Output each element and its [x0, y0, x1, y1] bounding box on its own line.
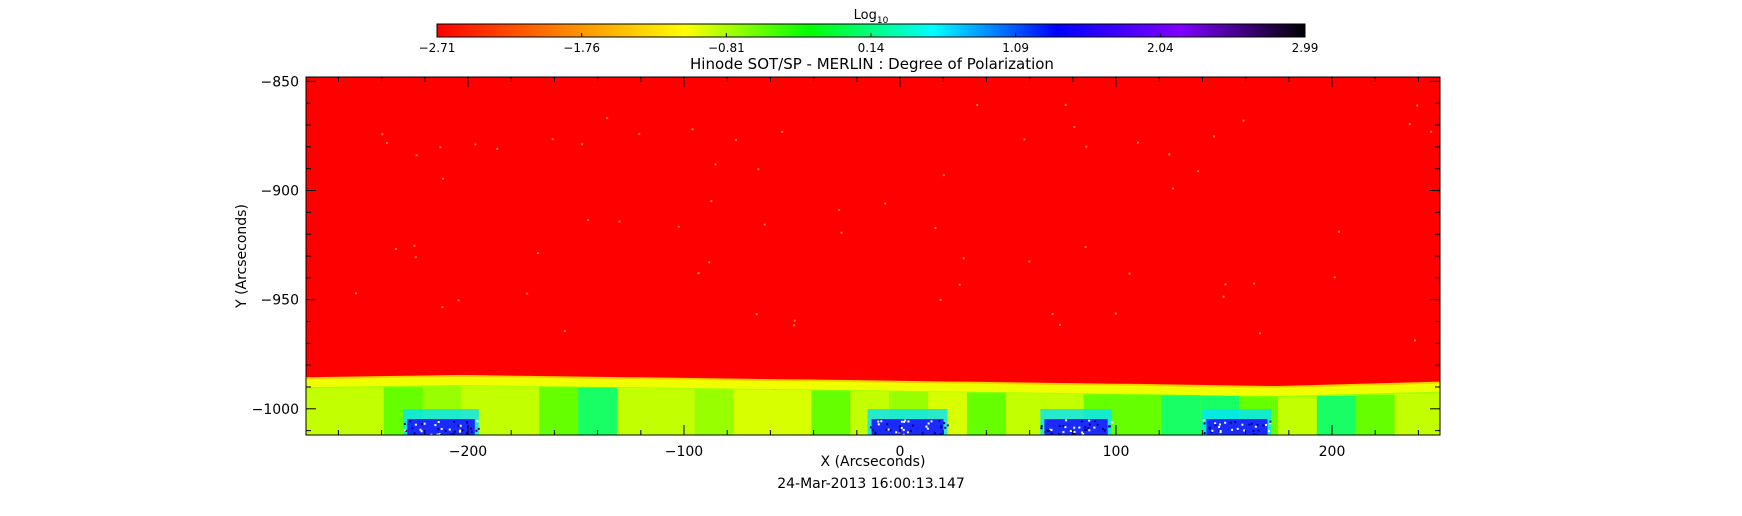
- colorbar-tick-label: 0.14: [858, 41, 885, 55]
- x-tick: 200: [1319, 77, 1346, 460]
- y-tick-label: −900: [261, 184, 299, 200]
- colorbar-tick: −2.71: [419, 33, 456, 55]
- disk-strip: [733, 389, 773, 435]
- x-tick-label: −200: [449, 444, 487, 460]
- y-tick-label: −950: [261, 293, 299, 309]
- disk-strip: [1355, 394, 1395, 435]
- x-tick: −100: [665, 77, 703, 460]
- colorbar-tick-label: 1.09: [1002, 41, 1029, 55]
- colorbar-tick-label: 2.04: [1147, 41, 1174, 55]
- x-tick-label: −100: [665, 444, 703, 460]
- observation-date: 24-Mar-2013 16:00:13.147: [777, 476, 965, 492]
- y-tick-label: −850: [261, 74, 299, 90]
- colorbar-tick: 1.09: [1002, 33, 1029, 55]
- colorbar-tick: −1.76: [563, 33, 600, 55]
- polarization-hotspot: [403, 409, 480, 435]
- x-tick: 0: [896, 77, 905, 460]
- y-tick: −850: [261, 74, 1440, 90]
- disk-strip: [694, 389, 734, 435]
- y-tick: −900: [261, 184, 1440, 200]
- disk-strip: [655, 388, 695, 435]
- colorbar-label: Log10: [854, 8, 889, 26]
- disk-strip: [966, 392, 1006, 435]
- x-tick-label: 200: [1319, 444, 1346, 460]
- specks: [354, 103, 1433, 342]
- disk-strip: [1394, 393, 1434, 435]
- x-axis: −200 −100 0 100 200: [337, 77, 1419, 460]
- polarization-hotspot: [867, 409, 949, 435]
- disk-strip: [306, 388, 345, 435]
- y-tick-label: −1000: [252, 402, 299, 418]
- colorbar-tick: −0.81: [708, 33, 745, 55]
- y-tick: −950: [261, 293, 1440, 309]
- colorbar-tick-label: −2.71: [419, 41, 456, 55]
- off-limb-region: [306, 77, 1440, 435]
- x-tick-label: 100: [1103, 444, 1130, 460]
- disk-strip: [500, 386, 540, 435]
- limb-band: [306, 376, 1440, 396]
- x-tick: 100: [1103, 77, 1130, 460]
- disk-strip: [772, 390, 812, 435]
- disk-strip: [1005, 393, 1045, 435]
- disk-strip: [617, 388, 656, 435]
- polarization-hotspot: [1040, 409, 1114, 435]
- y-tick: −1000: [252, 402, 1440, 418]
- disk-strip: [539, 387, 579, 435]
- colorbar-tick: 2.99: [1292, 33, 1319, 55]
- disk-strip: [578, 387, 618, 435]
- x-axis-label: X (Arcseconds): [821, 454, 926, 470]
- polarization-hotspot: [1202, 409, 1274, 435]
- disk-strip: [811, 390, 851, 435]
- colorbar-tick: 2.04: [1147, 33, 1174, 55]
- disk-strip: [1122, 394, 1162, 435]
- disk-strip: [1161, 395, 1201, 435]
- disk-strip: [344, 387, 384, 435]
- colorbar-ticks: −2.71 −1.76 −0.81 0.14 1.09 2.04 2.99: [419, 33, 1319, 55]
- y-axis-label: Y (Arcseconds): [234, 204, 250, 309]
- y-axis: −850 −900 −950 −1000: [252, 74, 1440, 432]
- colorbar-tick-label: −1.76: [563, 41, 600, 55]
- colorbar-tick-label: 2.99: [1292, 41, 1319, 55]
- limb-line: [306, 375, 1440, 388]
- x-tick: −200: [449, 77, 487, 460]
- disk-strip: [1278, 396, 1317, 435]
- plot-area: [306, 77, 1440, 435]
- colorbar-tick-label: −0.81: [708, 41, 745, 55]
- disk-strip: [1316, 395, 1356, 435]
- disk-strip: [1433, 392, 1440, 435]
- x-tick-label: 0: [896, 444, 905, 460]
- colorbar-tick: 0.14: [858, 33, 885, 55]
- chart-title: Hinode SOT/SP - MERLIN : Degree of Polar…: [690, 55, 1054, 73]
